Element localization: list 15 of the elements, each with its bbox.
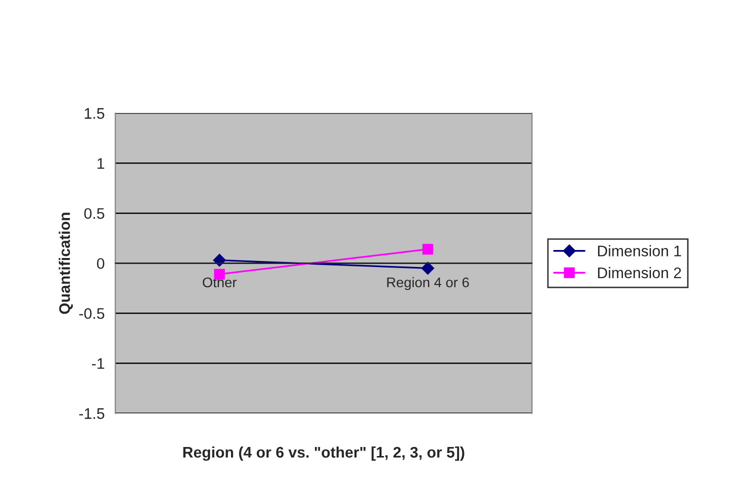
x-tick-label: Region 4 or 6 [387, 277, 469, 290]
y-tick-label: 1.5 [84, 108, 104, 119]
y-axis-title: Quantification [58, 212, 73, 314]
point [422, 244, 434, 255]
y-tick-label: 0 [97, 258, 104, 269]
y-tick-label: -1.5 [79, 408, 104, 419]
y-tick-label: -0.5 [79, 308, 104, 319]
point [421, 262, 434, 275]
legend-label: Dimension 2 [598, 267, 681, 278]
y-tick-label: 1 [98, 158, 104, 169]
y-tick-label: 0.5 [84, 208, 104, 219]
x-tick-label: Other [202, 277, 237, 288]
x-axis-title: Region (4 or 6 vs. "other" [1, 2, 3, or 5]) [183, 446, 464, 461]
y-tick-label: -1 [92, 358, 104, 369]
legend-label: Dimension 1 [598, 245, 681, 256]
